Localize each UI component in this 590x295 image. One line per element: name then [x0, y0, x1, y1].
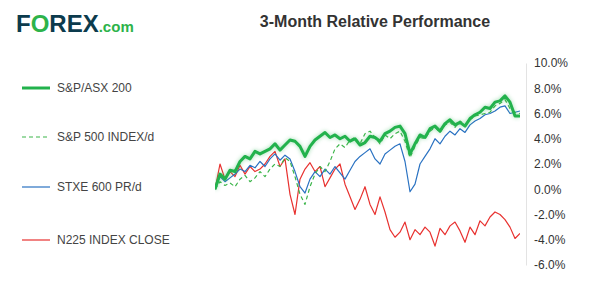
y-tick-label: -6.0%: [534, 258, 566, 272]
y-tick: -2.0%: [526, 208, 566, 222]
y-tick-label: -2.0%: [534, 208, 566, 222]
legend-swatch: [22, 186, 50, 187]
y-tick-label: 10.0%: [534, 56, 568, 70]
y-tick-label: 2.0%: [534, 157, 562, 171]
legend-swatch: [22, 87, 50, 90]
legend-swatch: [22, 136, 50, 137]
y-tick: -6.0%: [526, 258, 566, 272]
y-tick: 8.0%: [526, 82, 562, 96]
legend-label: STXE 600 PR/d: [57, 180, 142, 194]
y-tick: 10.0%: [526, 56, 568, 70]
y-tick-label: 6.0%: [534, 107, 562, 121]
title: 3-Month Relative Performance: [260, 13, 490, 30]
y-tick-label: 0.0%: [534, 183, 562, 197]
y-axis-line: [526, 64, 527, 266]
series-line: [215, 106, 520, 193]
y-tick: 4.0%: [526, 132, 562, 146]
y-axis: 10.0% 8.0% 6.0% 4.0% 2.0% 0.0% -2.0% -4.0% -6.0%: [526, 56, 568, 272]
lines: [215, 96, 520, 246]
legend-label: S&P 500 INDEX/d: [57, 130, 154, 144]
y-tick-label: 8.0%: [534, 82, 562, 96]
y-tick: -4.0%: [526, 233, 566, 247]
logo: FOREX.com: [16, 10, 134, 37]
y-tick: 2.0%: [526, 157, 562, 171]
legend-swatch: [22, 239, 50, 240]
series-line: [215, 151, 520, 246]
legend: S&P/ASX 200 S&P 500 INDEX/d STXE 600 PR/d N…: [22, 81, 170, 247]
y-tick: 0.0%: [526, 183, 562, 197]
y-tick: 6.0%: [526, 107, 562, 121]
chart: FOREX.com 3-Month Relative Performance 10.…: [0, 0, 590, 295]
y-tick-label: -4.0%: [534, 233, 566, 247]
y-tick-label: 4.0%: [534, 132, 562, 146]
series-line: [215, 96, 520, 189]
legend-label: S&P/ASX 200: [57, 81, 132, 95]
legend-label: N225 INDEX CLOSE: [57, 233, 170, 247]
